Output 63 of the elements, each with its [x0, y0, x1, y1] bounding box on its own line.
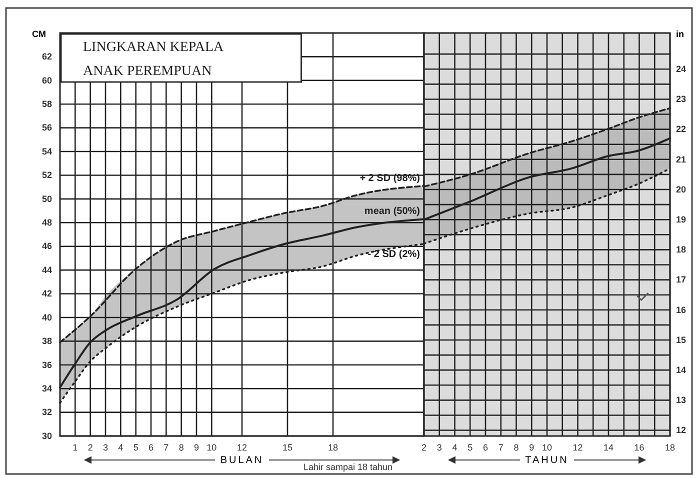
series-label: mean (50%) [364, 206, 420, 218]
y-tick-label: 30 [42, 430, 52, 441]
x-tick-label: 18 [664, 442, 676, 452]
y-tick-label: 56 [42, 122, 52, 133]
y-tick-label: 44 [42, 264, 52, 275]
y-tick-label: 50 [42, 194, 52, 204]
y-tick-label: 58 [42, 99, 52, 109]
x-tick-label: 4 [118, 442, 124, 452]
x-tick-label: 7 [164, 442, 169, 452]
y-tick-label: 54 [42, 146, 52, 156]
y-tick-label: 62 [42, 52, 52, 62]
y2-tick-label: 12 [676, 425, 686, 436]
x-tick-label: 14 [603, 442, 614, 452]
x-tick-label: 6 [482, 442, 488, 452]
x-tick-label: 7 [498, 442, 504, 452]
x-tick-label: 2 [88, 442, 93, 452]
y-tick-label: 32 [42, 407, 52, 418]
y2-tick-label: 14 [676, 364, 686, 375]
x-tick-label: 6 [148, 442, 154, 452]
x-tick-label: 9 [529, 442, 534, 452]
y2-axis-title: in [676, 29, 684, 39]
y-tick-label: 48 [42, 218, 52, 228]
x-tick-label: 8 [514, 442, 519, 452]
y-tick-label: 46 [42, 241, 52, 252]
y2-tick-label: 18 [676, 244, 686, 255]
y2-tick-label: 20 [676, 184, 686, 194]
x-tick-label: 8 [178, 442, 184, 452]
y2-tick-label: 22 [676, 124, 686, 134]
y-tick-label: 40 [42, 312, 52, 322]
y-tick-label: 42 [42, 288, 52, 299]
y-tick-label: 38 [42, 336, 52, 346]
x-tick-label: 10 [542, 442, 552, 452]
x-tick-label: 15 [282, 442, 293, 452]
y2-tick-label: 19 [676, 214, 686, 224]
title-box: LINGKARAN KEPALA ANAK PEREMPUAN [60, 33, 302, 83]
x-tick-label: 4 [452, 442, 458, 452]
x-tick-label: 16 [634, 442, 644, 452]
y-tick-label: 36 [42, 360, 52, 370]
x-tick-label: 2 [421, 442, 427, 452]
x-tick-label: 12 [572, 442, 583, 452]
x-tick-label: 3 [102, 442, 108, 452]
x-tick-label: 3 [436, 442, 442, 452]
x-axis-title: BULAN [220, 455, 264, 466]
y-axis-title: CM [32, 29, 46, 39]
y2-tick-label: 23 [676, 94, 686, 104]
x-tick-label: 5 [468, 442, 473, 452]
y2-tick-label: 16 [676, 304, 686, 315]
y-tick-label: 60 [42, 75, 52, 86]
x-tick-label: 18 [328, 442, 338, 452]
text: Lahir sampai 18 tahun [303, 462, 393, 472]
x-tick-label: 9 [194, 442, 200, 452]
x-tick-label: 12 [236, 442, 248, 452]
y-tick-label: 34 [42, 383, 52, 394]
y2-tick-label: 24 [676, 64, 686, 74]
x-tick-label: 10 [206, 442, 217, 452]
y-tick-label: 52 [42, 170, 52, 180]
y2-tick-label: 15 [676, 334, 686, 345]
y2-tick-label: 13 [676, 395, 686, 406]
y2-tick-label: 21 [676, 154, 686, 164]
y2-tick-label: 17 [676, 274, 686, 285]
x-tick-label: 5 [133, 442, 138, 452]
x-axis-title: TAHUN [525, 455, 569, 466]
x-tick-label: 1 [72, 442, 78, 452]
